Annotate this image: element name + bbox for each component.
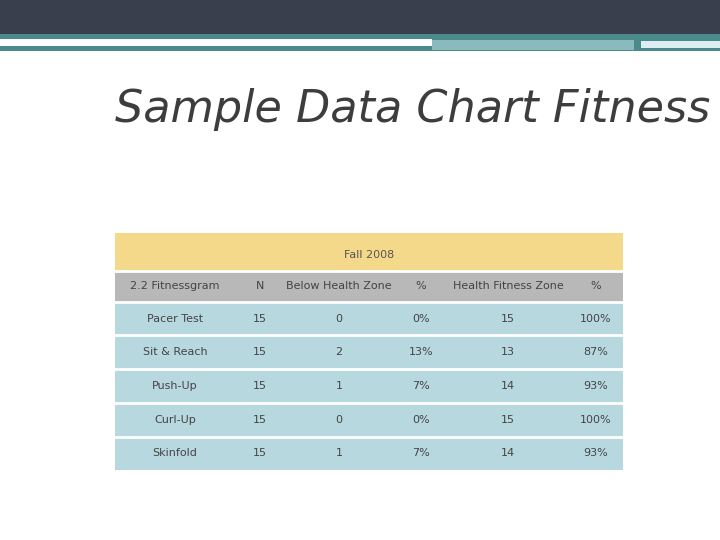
FancyBboxPatch shape [115, 233, 623, 271]
Text: Sample Data Chart Fitness Gram: Sample Data Chart Fitness Gram [115, 89, 720, 131]
Text: 1: 1 [336, 381, 343, 391]
Text: Fall 2008: Fall 2008 [344, 250, 394, 260]
FancyBboxPatch shape [115, 403, 623, 436]
Text: N: N [256, 281, 264, 291]
FancyBboxPatch shape [115, 369, 623, 403]
Text: Sit & Reach: Sit & Reach [143, 347, 207, 357]
Text: Skinfold: Skinfold [153, 448, 197, 458]
FancyBboxPatch shape [115, 302, 623, 335]
Text: 14: 14 [501, 448, 516, 458]
Text: 0%: 0% [412, 415, 430, 424]
Text: 100%: 100% [580, 314, 611, 323]
FancyBboxPatch shape [115, 335, 623, 369]
Text: %: % [415, 281, 426, 291]
Text: %: % [590, 281, 601, 291]
FancyBboxPatch shape [115, 271, 623, 302]
Text: 87%: 87% [583, 347, 608, 357]
Text: 93%: 93% [583, 381, 608, 391]
Text: 1: 1 [336, 448, 343, 458]
Text: 100%: 100% [580, 415, 611, 424]
Text: 0: 0 [336, 415, 343, 424]
Text: 0: 0 [336, 314, 343, 323]
Text: Below Health Zone: Below Health Zone [286, 281, 392, 291]
Text: 15: 15 [253, 314, 267, 323]
Text: Pacer Test: Pacer Test [147, 314, 203, 323]
FancyBboxPatch shape [115, 436, 623, 470]
Text: 0%: 0% [412, 314, 430, 323]
Text: 15: 15 [501, 415, 516, 424]
Text: 15: 15 [253, 347, 267, 357]
Text: 15: 15 [253, 415, 267, 424]
Text: 15: 15 [253, 381, 267, 391]
Text: 7%: 7% [412, 381, 430, 391]
Text: 13: 13 [501, 347, 516, 357]
Text: 15: 15 [501, 314, 516, 323]
Text: 2.2 Fitnessgram: 2.2 Fitnessgram [130, 281, 220, 291]
Text: Curl-Up: Curl-Up [154, 415, 196, 424]
Text: 7%: 7% [412, 448, 430, 458]
Text: 15: 15 [253, 448, 267, 458]
Text: 2: 2 [336, 347, 343, 357]
Text: 14: 14 [501, 381, 516, 391]
Text: 93%: 93% [583, 448, 608, 458]
Text: 13%: 13% [408, 347, 433, 357]
Text: Push-Up: Push-Up [153, 381, 198, 391]
Text: Health Fitness Zone: Health Fitness Zone [453, 281, 564, 291]
